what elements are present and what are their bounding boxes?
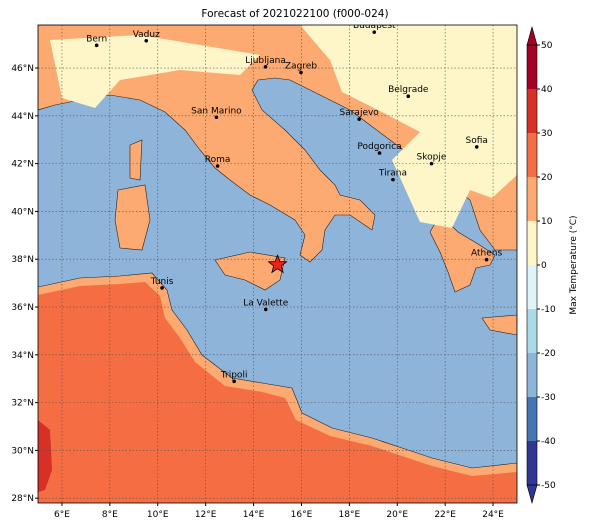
city-dot [215, 164, 220, 168]
city-dot [372, 30, 377, 34]
y-tick-label: 40°N [11, 207, 34, 217]
colorbar-band [527, 89, 537, 133]
colorbar-band [527, 309, 537, 353]
x-tick-label: 14°E [243, 510, 265, 520]
x-tick-label: 20°E [386, 510, 408, 520]
y-tick-label: 42°N [11, 160, 34, 170]
city-label: La Valette [243, 298, 288, 308]
sardinia [114, 184, 151, 251]
city-dot [94, 43, 99, 48]
y-tick-label: 36°N [11, 303, 34, 313]
x-tick-label: 6°E [54, 510, 70, 520]
colorbar-band [527, 353, 537, 397]
city-dot [377, 151, 382, 155]
colorbar-tick-label: 50 [541, 41, 553, 51]
city-dot [214, 115, 219, 120]
colorbar-extend-bottom [526, 484, 538, 505]
axis-ticks: 6°E 8°E 10°E 12°E 14°E 16°E 18°E 20°E 22°E 24°E 28… [11, 64, 504, 520]
city-label: San Marino [191, 106, 242, 116]
colorbar-band [527, 397, 537, 441]
greece-land [429, 214, 496, 293]
colorbar-tick-label: -30 [541, 393, 556, 403]
city-dot [299, 70, 303, 75]
city-dot [406, 94, 411, 99]
city-dot [484, 257, 489, 262]
x-tick-label: 8°E [102, 510, 118, 520]
x-tick-label: 12°E [195, 510, 217, 520]
city-label: Podgorica [357, 142, 401, 152]
alps-cold [50, 35, 260, 108]
y-tick-label: 28°N [11, 494, 34, 504]
city-label: Tripoli [220, 370, 248, 380]
city-label: Tunis [150, 277, 174, 287]
city-label: Sofia [466, 136, 488, 146]
city-dot [429, 161, 434, 166]
city-dot [263, 65, 268, 69]
colorbar-tick-label: 30 [541, 129, 553, 139]
y-tick-label: 44°N [11, 112, 34, 122]
city-label: Budapest [353, 21, 396, 31]
colorbar-band [527, 265, 537, 309]
title: Forecast of 2021022100 (f000-024) [201, 8, 388, 20]
x-tick-label: 22°E [434, 510, 456, 520]
colorbar-tick-label: 0 [541, 261, 547, 271]
colorbar-tick-label: 40 [541, 85, 553, 95]
colorbar-tick-label: -40 [541, 437, 556, 447]
city-label: Ljubljana [245, 56, 286, 66]
city-label: Tirana [378, 169, 407, 179]
colorbar-tick-label: -20 [541, 349, 556, 359]
grid [38, 25, 517, 503]
city-dot [474, 145, 479, 149]
balkans-cold [300, 25, 517, 228]
x-tick-label: 24°E [482, 510, 504, 520]
x-tick-label: 16°E [291, 510, 313, 520]
city-dot [263, 307, 268, 312]
hot-spot [38, 420, 52, 492]
colorbar-band [527, 177, 537, 221]
city-label: Bern [86, 34, 107, 44]
colorbar-band [527, 221, 537, 265]
colorbar-tick-label: -10 [541, 305, 556, 315]
y-tick-label: 46°N [11, 64, 34, 74]
colorbar-band [527, 45, 537, 89]
colorbar-tick-label: 10 [541, 217, 553, 227]
colorbar-extend-top [526, 25, 538, 46]
y-tick-label: 30°N [11, 446, 34, 456]
y-tick-label: 32°N [11, 399, 34, 409]
y-tick-label: 34°N [11, 351, 34, 361]
x-tick-label: 10°E [147, 510, 169, 520]
colorbar-band [527, 441, 537, 485]
city-dot [391, 177, 395, 182]
colorbar: -50 -40 -30 -20 -10 0 10 20 30 40 50 [526, 25, 556, 505]
city-label: Skopje [417, 153, 447, 163]
city-label: Vaduz [133, 30, 160, 40]
corsica [129, 139, 143, 181]
colorbar-label: Max Temperature (°C) [569, 215, 579, 314]
city-dot [357, 117, 361, 121]
x-tick-label: 18°E [339, 510, 361, 520]
city-dot [232, 379, 236, 384]
crete [481, 314, 517, 336]
colorbar-band [527, 133, 537, 177]
city-label: Sarajevo [340, 108, 380, 118]
city-label: Athens [471, 249, 502, 259]
city-dot [144, 38, 149, 43]
city-label: Zagreb [285, 62, 317, 72]
forecast-point [267, 254, 288, 274]
colorbar-tick-label: -50 [541, 481, 556, 491]
map-frame [37, 24, 518, 504]
city-label: Belgrade [388, 85, 429, 95]
city-label: Roma [205, 155, 231, 165]
colorbar-tick-label: 20 [541, 173, 553, 183]
city-dot [160, 286, 164, 290]
y-tick-label: 38°N [11, 255, 34, 265]
